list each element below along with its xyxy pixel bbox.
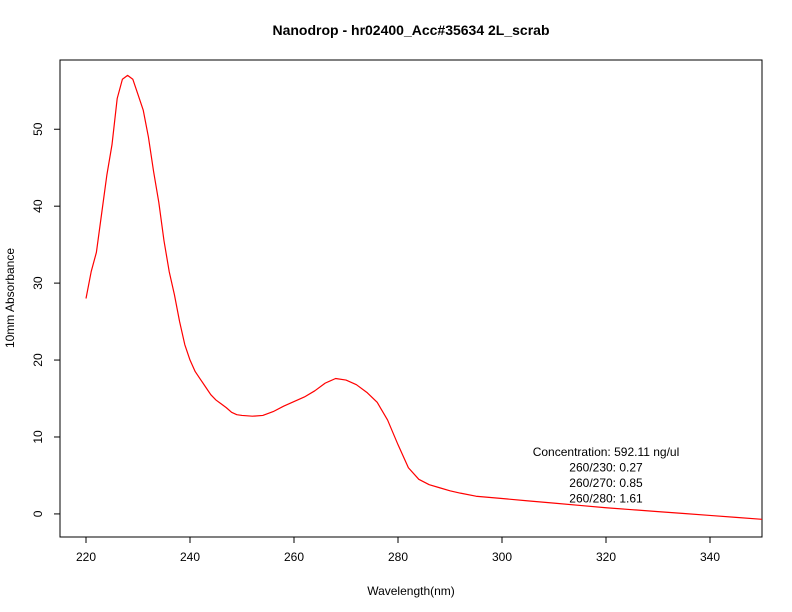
y-axis: 0 10 20 30 40 50 [31,122,60,517]
x-axis-label: Wavelength(nm) [367,584,455,598]
series-layer [85,74,763,520]
chart-title: Nanodrop - hr02400_Acc#35634 2L_scrab [272,22,549,38]
x-tick-label: 280 [388,550,408,564]
y-tick-label: 30 [31,276,45,290]
series-line-0 [85,74,763,520]
y-tick-label: 10 [31,430,45,444]
plot-frame [59,59,763,538]
y-tick-label: 0 [31,510,45,517]
annotation-line: 260/230: 0.27 [569,461,643,475]
y-axis-label: 10mm Absorbance [3,248,17,348]
x-tick-label: 220 [76,550,96,564]
x-tick-label: 340 [700,550,720,564]
y-tick-label: 40 [31,199,45,213]
x-tick-label: 320 [596,550,616,564]
y-tick-label: 20 [31,353,45,367]
x-axis: 220 240 260 280 300 320 340 [76,537,720,564]
annotation-line: Concentration: 592.11 ng/ul [533,445,680,459]
y-tick-label: 50 [31,122,45,136]
x-tick-label: 300 [492,550,512,564]
annotation-group: Concentration: 592.11 ng/ul 260/230: 0.27… [533,445,680,506]
x-tick-label: 260 [284,550,304,564]
x-tick-label: 240 [180,550,200,564]
annotation-line: 260/280: 1.61 [569,492,643,506]
annotation-line: 260/270: 0.85 [569,476,643,490]
